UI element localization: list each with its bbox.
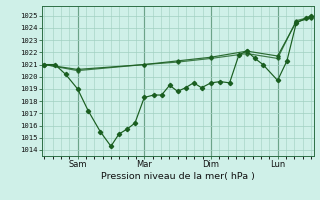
X-axis label: Pression niveau de la mer( hPa ): Pression niveau de la mer( hPa ) [101,172,254,181]
